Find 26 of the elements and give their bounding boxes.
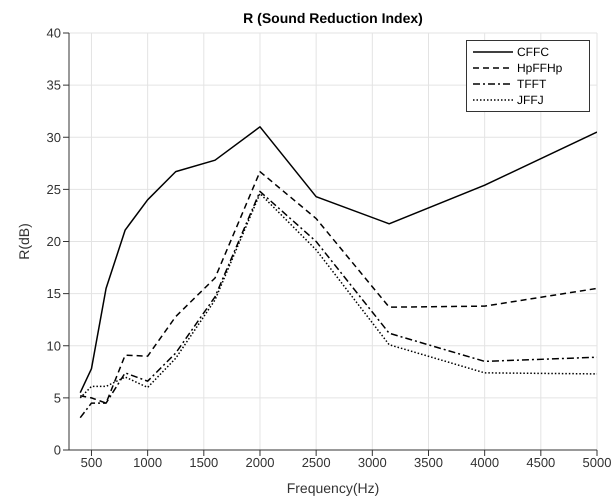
x-tick-label: 2500 bbox=[302, 455, 331, 470]
y-tick-label: 40 bbox=[46, 26, 61, 41]
y-tick-label: 25 bbox=[46, 182, 61, 197]
legend-label: CFFC bbox=[517, 44, 549, 60]
y-tick-label: 10 bbox=[46, 338, 61, 354]
y-tick-label: 20 bbox=[46, 234, 61, 250]
x-tick-label: 3500 bbox=[414, 455, 443, 470]
x-tick-label: 5000 bbox=[582, 455, 612, 470]
y-tick-label: 30 bbox=[46, 130, 61, 145]
x-tick-label: 1000 bbox=[133, 455, 162, 470]
chart-title: R (Sound Reduction Index) bbox=[242, 10, 424, 26]
legend-label: JFFJ bbox=[517, 92, 544, 108]
x-tick-label: 3000 bbox=[358, 455, 387, 470]
y-tick-label: 35 bbox=[46, 78, 61, 93]
y-tick-label: 5 bbox=[54, 390, 61, 406]
legend-label: HpFFHp bbox=[517, 60, 562, 76]
x-tick-label: 4500 bbox=[526, 455, 556, 470]
y-tick-label: 15 bbox=[46, 286, 61, 302]
x-axis-title: Frequency(Hz) bbox=[286, 480, 380, 496]
x-tick-label: 500 bbox=[80, 455, 102, 470]
x-tick-label: 1500 bbox=[189, 455, 218, 470]
legend-label: TFFT bbox=[517, 76, 546, 92]
x-tick-label: 2000 bbox=[246, 455, 274, 470]
y-tick-label: 0 bbox=[54, 442, 61, 458]
y-axis-title: R(dB) bbox=[16, 223, 32, 260]
x-tick-label: 4000 bbox=[470, 455, 500, 470]
